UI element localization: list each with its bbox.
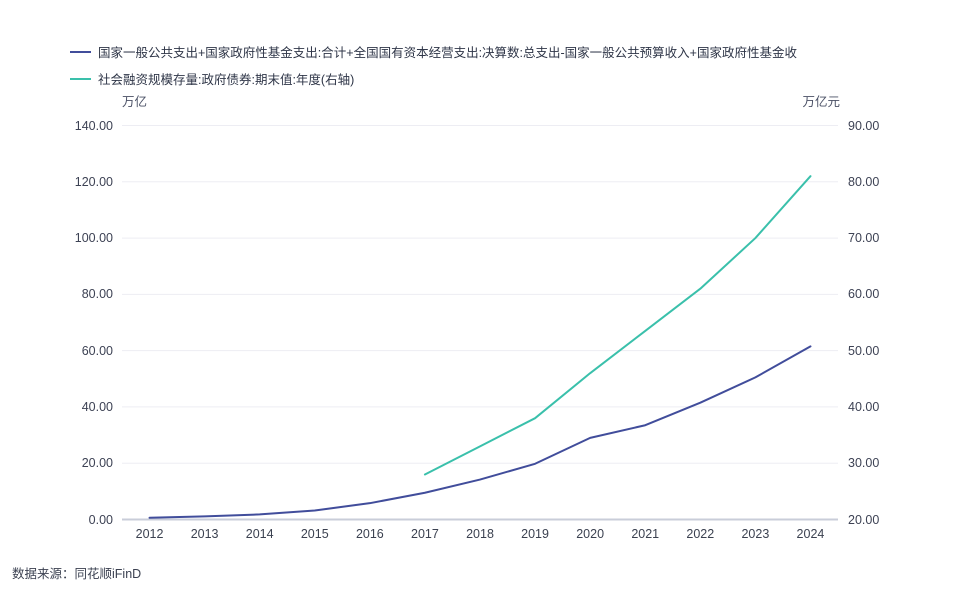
x-axis-label-2019: 2019 [521,527,549,541]
series-line-teal [423,175,812,476]
axis-tick-label: 60.00 [848,287,880,302]
x-axis-label-2023: 2023 [741,527,770,541]
axis-tick-label: 40.00 [848,399,880,414]
axis-tick-label: 20.00 [81,456,113,471]
axis-tick-label: 80.00 [848,174,880,189]
axis-tick-label: 140.00 [74,118,113,133]
x-axis-label-2022: 2022 [686,527,715,541]
axis-tick-label: 30.00 [848,456,880,471]
axis-tick-label: 40.00 [81,399,113,414]
data-source-note: 数据来源：同花顺iFinD [12,567,142,581]
legend-line-swatch-teal [70,77,91,80]
axis-tick-label: 100.00 [74,231,113,246]
x-axis-label-2015: 2015 [300,527,329,541]
legend-label: 社会融资规模存量:政府债券:期末值:年度(右轴) [98,73,355,87]
legend-line-swatch-navy [70,50,91,53]
left-axis-unit: 万亿 [122,95,148,109]
axis-tick-label: 120.00 [74,174,113,189]
axis-tick-label: 50.00 [848,343,880,358]
x-axis-label-2014: 2014 [245,527,274,541]
legend-label: 国家一般公共支出+国家政府性基金支出:合计+全国国有资本经营支出:决算数:总支出… [98,46,797,60]
x-axis-label-2013: 2013 [190,527,219,541]
axis-tick-label: 60.00 [81,343,113,358]
right-axis-unit: 万亿元 [802,95,840,109]
legend-item-fiscal-expenditure[interactable]: 国家一般公共支出+国家政府性基金支出:合计+全国国有资本经营支出:决算数:总支出… [70,38,797,65]
axis-tick-label: 0.00 [88,512,113,527]
axis-tick-label: 80.00 [81,287,113,302]
chart-legend: 国家一般公共支出+国家政府性基金支出:合计+全国国有资本经营支出:决算数:总支出… [70,38,797,92]
axis-tick-label: 20.00 [848,512,880,527]
x-axis-label-2021: 2021 [631,527,660,541]
x-axis-label-2024: 2024 [796,527,825,541]
x-axis-label-2016: 2016 [355,527,384,541]
x-axis-label-2018: 2018 [466,527,494,541]
series-line-navy [148,345,812,519]
axis-tick-label: 90.00 [848,118,880,133]
x-axis-label-2012: 2012 [135,527,164,541]
legend-item-government-bonds[interactable]: 社会融资规模存量:政府债券:期末值:年度(右轴) [70,65,797,92]
x-axis-label-2017: 2017 [411,527,439,541]
axis-tick-label: 70.00 [848,231,880,246]
x-axis-label-2020: 2020 [576,527,605,541]
